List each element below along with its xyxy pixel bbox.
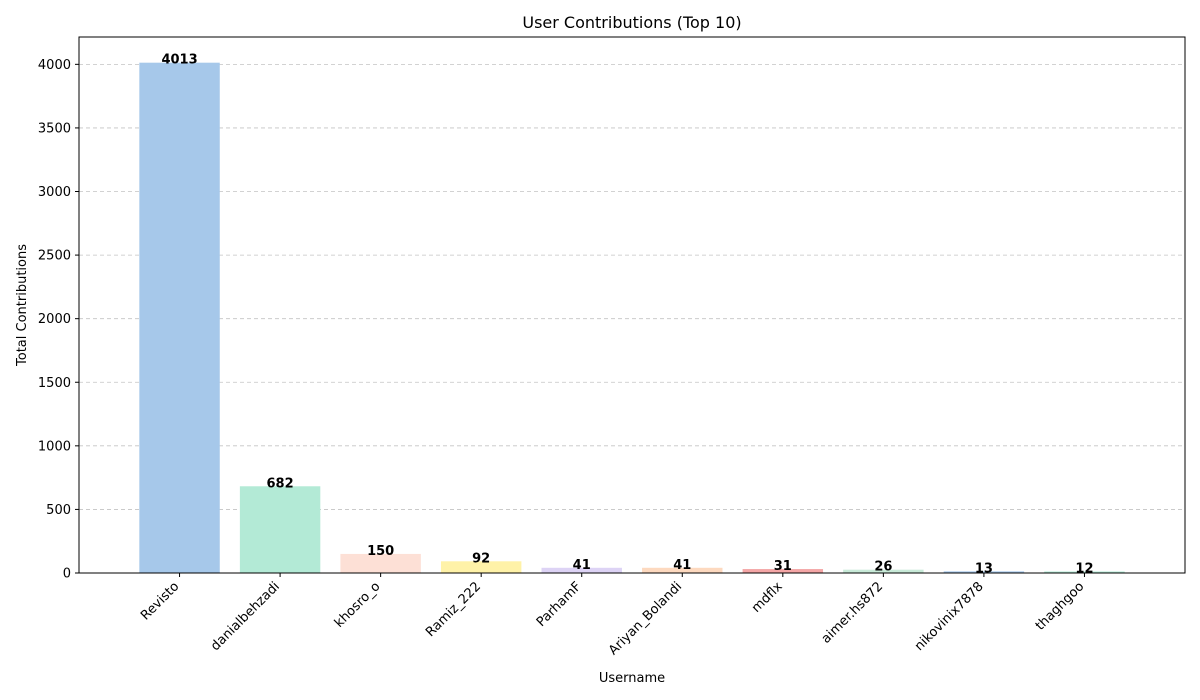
- x-tick-label: danialbehzadi: [208, 579, 283, 654]
- bar: [541, 567, 622, 573]
- y-tick-label: 2500: [38, 249, 71, 264]
- bars: [139, 62, 1125, 573]
- axes-frame: [78, 36, 1186, 574]
- bar: [340, 553, 421, 573]
- bar-value-label: 4013: [161, 53, 197, 68]
- bar-value-label: 92: [472, 551, 490, 566]
- x-axis-label: Username: [599, 671, 665, 686]
- x-tick-label: ParhamF: [534, 579, 585, 630]
- y-tick-label: 2000: [38, 312, 71, 327]
- bar-value-label: 26: [874, 560, 892, 575]
- bar-value-label: 31: [774, 559, 792, 574]
- bar: [139, 62, 220, 573]
- value-labels: 4013 682 150 92 41 41 31 26 13 12: [161, 53, 1093, 577]
- x-tick-label: Ariyan_Bolandi: [606, 579, 685, 658]
- y-tick-label: 4000: [38, 58, 71, 73]
- bar: [843, 569, 924, 573]
- bar: [642, 567, 723, 573]
- bar-value-label: 682: [267, 476, 294, 491]
- bar: [1044, 571, 1125, 573]
- x-tick-label: khosro_o: [332, 579, 384, 631]
- x-tick-label: Revisto: [138, 579, 182, 623]
- bar: [239, 486, 321, 573]
- bar-value-label: 41: [573, 558, 591, 573]
- x-tick-label: aimer.hs872: [819, 579, 886, 646]
- bar-value-label: 13: [975, 561, 993, 576]
- x-tick-label: Ramiz_222: [423, 579, 484, 640]
- y-tick-label: 500: [46, 503, 71, 518]
- chart-title: User Contributions (Top 10): [522, 13, 741, 32]
- bar-value-label: 150: [367, 544, 394, 559]
- x-tick-label: mdflx: [749, 579, 786, 616]
- y-tick-label: 3000: [38, 185, 71, 200]
- bar: [440, 561, 522, 573]
- y-tick-label: 1000: [38, 439, 71, 454]
- y-tick-label: 3500: [38, 121, 71, 136]
- x-tick-label: thaghgoo: [1033, 579, 1087, 633]
- x-axis-ticks: Revisto danialbehzadi khosro_o Ramiz_222 Par…: [138, 573, 1087, 658]
- grid-lines: [79, 63, 1185, 510]
- x-tick-label: nikovinix7878: [912, 579, 987, 654]
- y-axis-ticks: 0 500 1000 1500 2000 2500 3000 3500 4000: [38, 58, 79, 582]
- bar-value-label: 12: [1075, 561, 1093, 576]
- y-tick-label: 0: [63, 567, 71, 582]
- y-axis-label: Total Contributions: [15, 244, 30, 367]
- bar: [943, 571, 1025, 573]
- bar-value-label: 41: [673, 558, 691, 573]
- bar: [742, 569, 824, 573]
- y-tick-label: 1500: [38, 376, 71, 391]
